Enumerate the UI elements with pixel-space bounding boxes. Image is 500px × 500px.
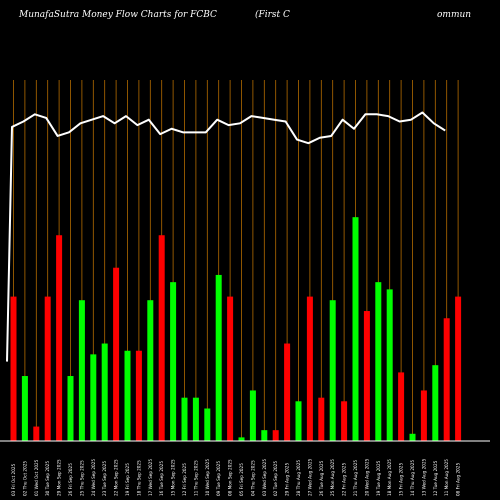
x-tick-label: 08 Mon Sep 2025 — [228, 459, 233, 496]
x-tick-label: 26 Fri Sep 2025 — [68, 463, 73, 496]
x-tick-label: 18 Thu Sep 2025 — [136, 460, 141, 496]
bar — [90, 354, 97, 441]
bar — [375, 282, 382, 441]
x-tick-label: 12 Fri Sep 2025 — [182, 463, 187, 496]
bar — [398, 372, 405, 441]
bar — [420, 390, 427, 441]
bar — [432, 365, 439, 441]
bar — [67, 376, 74, 441]
x-tick-label: 26 Tue Aug 2025 — [319, 460, 324, 496]
x-axis-labels: 03 Fri Oct 2025 02 Thu Oct 2025 01 Wed Oct… — [11, 458, 461, 496]
bar — [147, 300, 154, 441]
x-tick-label: 12 Tue Aug 2025 — [433, 460, 438, 496]
chart-title-mid: (First C — [255, 9, 290, 20]
x-tick-label: 02 Thu Oct 2025 — [22, 461, 27, 496]
bar — [284, 343, 291, 441]
x-tick-label: 01 Wed Oct 2025 — [34, 459, 39, 496]
bar — [341, 401, 348, 441]
x-tick-label: 18 Mon Aug 2025 — [387, 459, 392, 496]
bar — [192, 397, 199, 441]
x-tick-label: 22 Mon Sep 2025 — [114, 459, 119, 496]
x-tick-label: 16 Tue Sep 2025 — [159, 461, 164, 496]
x-tick-label: 21 Thu Aug 2025 — [353, 460, 358, 496]
bar — [44, 296, 51, 441]
x-tick-label: 25 Mon Aug 2025 — [330, 459, 335, 496]
x-tick-label: 25 Thu Sep 2025 — [79, 460, 84, 496]
bar — [295, 401, 302, 441]
x-tick-label: 20 Wed Aug 2025 — [364, 458, 369, 496]
x-tick-label: 24 Wed Sep 2025 — [91, 459, 96, 496]
x-tick-label: 19 Fri Sep 2025 — [125, 463, 130, 496]
bar — [363, 311, 370, 441]
bar — [352, 217, 359, 441]
x-tick-label: 11 Mon Aug 2025 — [444, 459, 449, 496]
x-tick-label: 15 Fri Aug 2025 — [399, 463, 404, 496]
x-tick-label: 29 Fri Aug 2025 — [285, 463, 290, 496]
x-tick-label: 03 Wed Sep 2025 — [262, 459, 267, 496]
bar — [215, 274, 222, 441]
bar — [21, 376, 28, 441]
bar — [204, 408, 211, 441]
x-tick-label: 08 Fri Aug 2025 — [456, 463, 461, 496]
bar — [455, 296, 462, 441]
bar — [272, 430, 279, 441]
bar — [10, 296, 17, 441]
x-tick-label: 23 Tue Sep 2025 — [102, 461, 107, 496]
bar — [318, 397, 325, 441]
bar — [181, 397, 188, 441]
x-tick-label: 05 Fri Sep 2025 — [239, 463, 244, 496]
x-tick-label: 04 Thu Sep 2025 — [250, 460, 255, 496]
chart-title-right: ommun — [437, 10, 471, 20]
bar — [329, 300, 336, 441]
bar — [78, 300, 85, 441]
bar — [170, 282, 177, 441]
bar — [33, 426, 40, 441]
x-tick-label: 17 Wed Sep 2025 — [148, 459, 153, 496]
chart-title-left: MunafaSutra Money Flow Charts for FCBC — [18, 10, 217, 20]
money-flow-line — [6, 111, 446, 362]
bar — [113, 267, 120, 441]
x-tick-label: 19 Tue Aug 2025 — [376, 460, 381, 496]
x-tick-label: 03 Fri Oct 2025 — [11, 463, 16, 496]
bar — [227, 296, 234, 441]
bar — [124, 350, 131, 441]
bar — [249, 390, 256, 441]
bars — [10, 217, 462, 441]
x-tick-label: 11 Thu Sep 2025 — [193, 460, 198, 496]
bar — [135, 350, 142, 441]
bar — [386, 289, 393, 441]
x-tick-label: 28 Thu Aug 2025 — [296, 460, 301, 496]
bar — [158, 235, 165, 441]
x-tick-label: 02 Tue Sep 2025 — [273, 461, 278, 496]
bar — [238, 437, 245, 441]
bar — [306, 296, 313, 441]
x-tick-label: 22 Fri Aug 2025 — [342, 463, 347, 496]
x-tick-label: 10 Wed Sep 2025 — [205, 459, 210, 496]
x-tick-label: 13 Wed Aug 2025 — [421, 458, 426, 496]
bar — [56, 235, 63, 441]
bar — [409, 433, 416, 441]
x-tick-label: 30 Tue Sep 2025 — [45, 461, 50, 496]
bar — [101, 343, 108, 441]
x-tick-label: 14 Thu Aug 2025 — [410, 460, 415, 496]
bar — [261, 430, 268, 441]
x-tick-label: 15 Mon Sep 2025 — [171, 459, 176, 496]
x-tick-label: 09 Tue Sep 2025 — [216, 461, 221, 496]
x-tick-label: 29 Mon Sep 2025 — [57, 459, 62, 496]
bar — [443, 318, 450, 441]
x-tick-label: 27 Wed Aug 2025 — [307, 458, 312, 496]
